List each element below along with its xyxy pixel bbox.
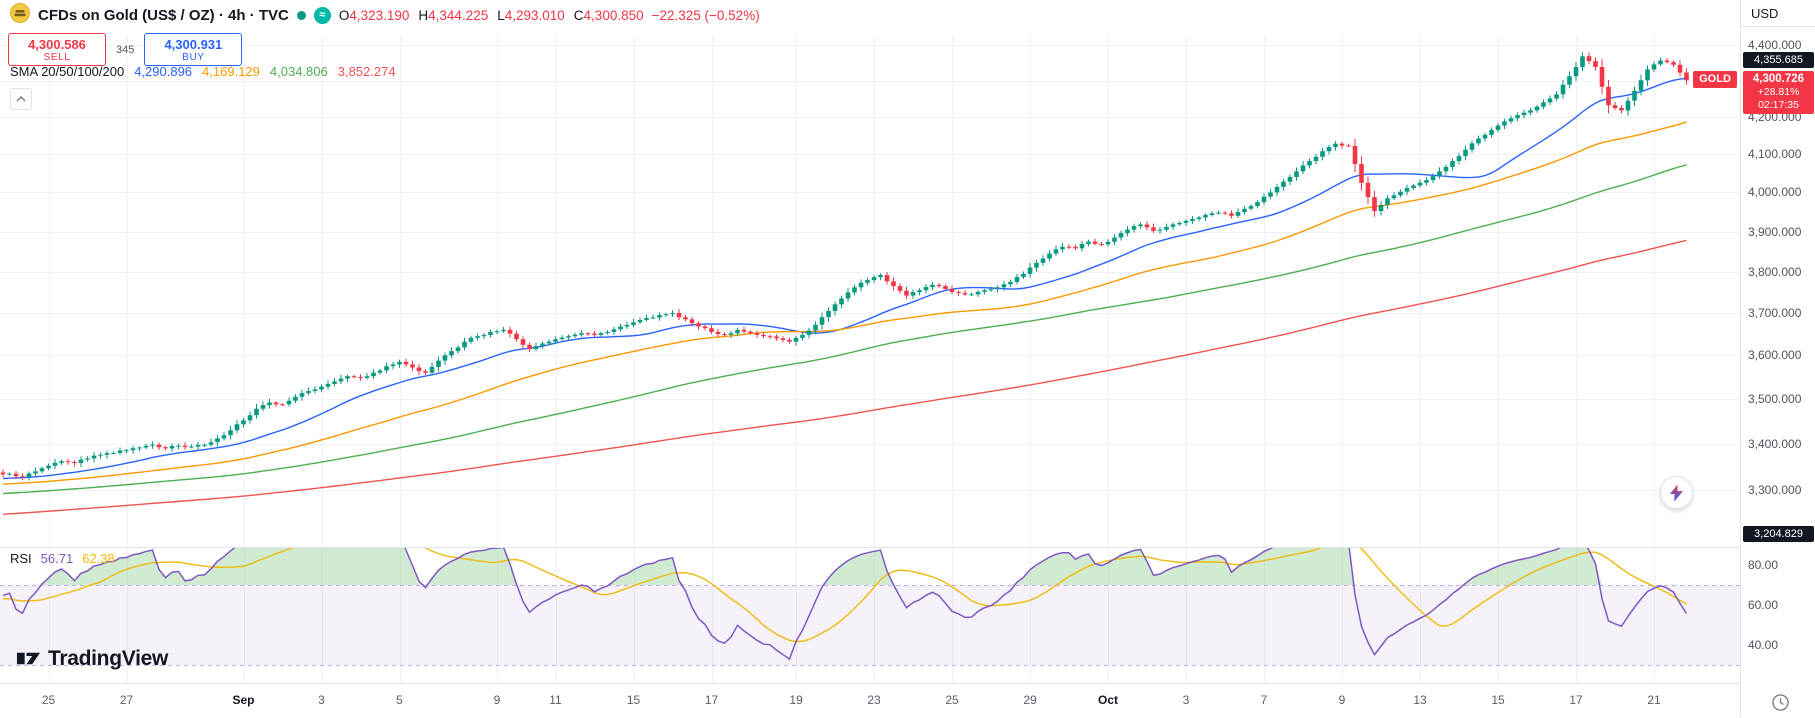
current-change-pct: +28.81%: [1757, 86, 1800, 99]
time-tick: 25: [41, 693, 56, 707]
rsi-tick: 40.00: [1748, 638, 1779, 652]
current-price: 4,300.726: [1752, 73, 1805, 86]
time-tick: 15: [626, 693, 641, 707]
ohlc-pair: C4,300.850: [573, 7, 644, 23]
sma-value: 3,852.274: [337, 64, 396, 79]
ohlc-values: O4,323.190 H4,344.225 L4,293.010 C4,300.850: [339, 8, 644, 23]
bar-countdown: 02:17:35: [1758, 99, 1799, 112]
price-tick: 3,700.000: [1748, 306, 1802, 321]
lightning-icon: [1669, 484, 1684, 501]
quick-trade-button[interactable]: [1660, 476, 1693, 509]
price-tick: 3,600.000: [1748, 348, 1802, 363]
price-tick: 3,900.000: [1748, 224, 1802, 239]
time-tick: 19: [789, 693, 803, 707]
sma-value: 4,290.896: [134, 64, 193, 79]
upper-price-badge: 4,355.685: [1743, 51, 1814, 68]
time-tick: 3: [318, 693, 325, 707]
wave-icon[interactable]: ≈: [313, 6, 331, 24]
chevron-up-icon: [16, 95, 26, 102]
currency-dropdown[interactable]: USD: [1741, 0, 1815, 27]
rsi-tick: 80.00: [1748, 558, 1779, 572]
rsi-ma-value: 62.38: [82, 551, 115, 566]
time-tick: 5: [396, 693, 403, 707]
time-tick: 23: [867, 693, 881, 707]
spread-value: 345: [114, 42, 137, 57]
rsi-legend-title: RSI: [10, 551, 32, 566]
time-tick: 27: [119, 693, 134, 707]
sma-legend-title: SMA 20/50/100/200: [10, 64, 125, 79]
current-price-badge: 4,300.726 +28.81% 02:17:35: [1743, 71, 1814, 115]
rsi-legend[interactable]: RSI 56.71 62.38: [10, 551, 115, 566]
time-axis[interactable]: 25 27 Sep 3 5 9 11 15 17 19 23 25 29 Oct 3 7 9 13 15 17 21: [0, 683, 1740, 718]
time-tick: 25: [945, 693, 959, 707]
sma-value: 4,169.129: [202, 64, 260, 79]
time-tick: 11: [549, 693, 562, 707]
lower-price-badge: 3,204.829: [1743, 526, 1814, 543]
time-tick: Oct: [1097, 693, 1119, 707]
time-tick: 3: [1182, 693, 1190, 707]
time-tick: 17: [704, 693, 719, 707]
rsi-tick: 60.00: [1748, 598, 1779, 612]
price-tick: 4,100.000: [1748, 147, 1802, 162]
change-value: −22.325 (−0.52%): [651, 7, 760, 23]
ohlc-pair: L4,293.010: [497, 7, 565, 23]
price-axis[interactable]: USD 4,400.000 4,200.000 4,100.000 4,000.000…: [1740, 0, 1815, 717]
time-tick: 13: [1413, 693, 1427, 707]
sell-price: 4,300.586: [28, 37, 86, 52]
gold-symbol-icon: [10, 2, 30, 28]
sell-button[interactable]: 4,300.586 SELL: [8, 33, 106, 66]
market-open-dot-icon: [296, 10, 306, 20]
rsi-panel-canvas[interactable]: [0, 548, 1740, 683]
price-tick: 3,800.000: [1748, 264, 1802, 279]
tradingview-logo[interactable]: TradingView: [16, 646, 168, 671]
symbol-title[interactable]: CFDs on Gold (US$ / OZ) · 4h · TVC: [38, 6, 289, 24]
time-tick: Sep: [232, 693, 255, 707]
price-tick: 3,400.000: [1748, 436, 1802, 451]
buy-price: 4,300.931: [164, 37, 223, 52]
time-tick: 15: [1491, 693, 1505, 707]
time-tick: 17: [1569, 693, 1583, 707]
trade-panel: 4,300.586 SELL 345 4,300.931 BUY: [8, 33, 243, 66]
time-tick: 7: [1260, 693, 1268, 707]
price-tick: 4,000.000: [1748, 185, 1802, 200]
rsi-value: 56.71: [40, 551, 74, 566]
tradingview-logo-text: TradingView: [48, 646, 169, 670]
buy-label: BUY: [182, 52, 205, 63]
tradingview-logo-icon: [16, 652, 41, 665]
time-tick: 21: [1647, 693, 1661, 707]
price-tick: 3,300.000: [1748, 483, 1802, 497]
buy-button[interactable]: 4,300.931 BUY: [144, 33, 243, 66]
time-tick: 9: [493, 693, 501, 707]
price-chart-canvas[interactable]: [0, 0, 1740, 548]
sma-legend[interactable]: SMA 20/50/100/200 4,290.896 4,169.129 4,03…: [10, 64, 396, 79]
time-tick: 9: [1338, 693, 1346, 707]
collapse-legend-button[interactable]: [10, 88, 32, 110]
sell-label: SELL: [43, 52, 71, 63]
clock-icon: [1771, 694, 1789, 711]
time-tick: 29: [1023, 693, 1037, 707]
chart-header: CFDs on Gold (US$ / OZ) · 4h · TVC ≈ O4,…: [0, 0, 760, 30]
ohlc-pair: H4,344.225: [418, 7, 489, 23]
sma-value: 4,034.806: [269, 64, 328, 79]
ohlc-pair: O4,323.190: [338, 7, 410, 23]
price-tick: 4,400.000: [1748, 38, 1802, 52]
price-tick: 3,500.000: [1748, 391, 1802, 406]
timezone-clock-button[interactable]: [1769, 693, 1791, 715]
symbol-price-tag: GOLD: [1693, 71, 1737, 89]
sma-values: 4,290.896 4,169.129 4,034.806 3,852.274: [134, 64, 395, 79]
